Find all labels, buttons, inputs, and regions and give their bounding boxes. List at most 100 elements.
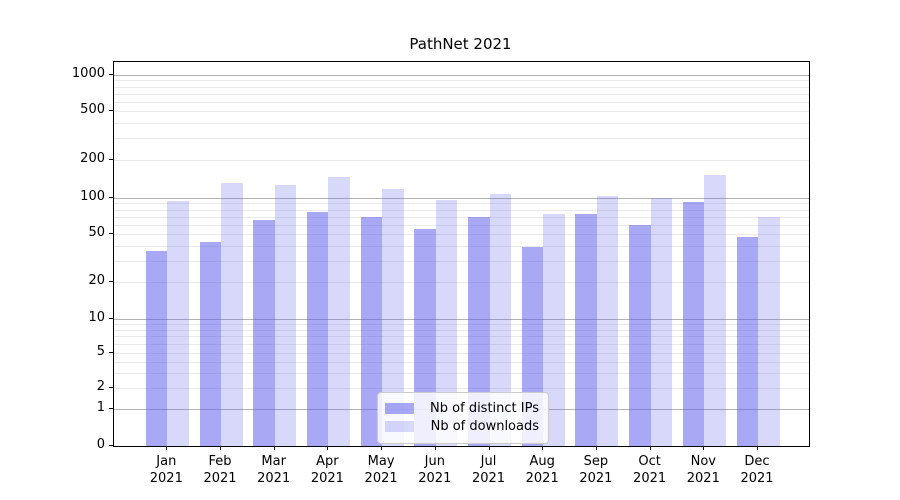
x-tick-month: Aug: [529, 454, 555, 469]
x-tick-year: 2021: [149, 471, 183, 486]
gridline-minor: [114, 225, 809, 226]
gridline-minor: [114, 362, 809, 363]
x-tick-label: Feb 2021: [192, 453, 248, 487]
x-tick-month: Jun: [424, 454, 445, 469]
gridline-minor: [114, 373, 809, 374]
y-tick-label: 200: [80, 151, 105, 166]
bar-downloads-aug: [543, 214, 565, 446]
bar-downloads-sep: [596, 195, 619, 446]
bar-downloads-may: [382, 188, 404, 446]
x-tick-label: Jul 2021: [461, 453, 517, 487]
bar-distinct-ips-oct: [629, 224, 651, 446]
x-tick-label: Jan 2021: [138, 453, 194, 487]
x-tick-month: Dec: [744, 454, 770, 469]
bar-distinct-ips-nov: [682, 201, 705, 446]
x-tick-year: 2021: [418, 471, 452, 486]
y-tick-label: 10: [88, 310, 105, 325]
x-tick-month: Sep: [583, 454, 609, 469]
x-tick-month: Nov: [690, 454, 716, 469]
x-tick-month: Jul: [480, 454, 497, 469]
gridline-major: [114, 75, 809, 76]
x-tick-month: Oct: [638, 454, 661, 469]
gridline-major: [114, 319, 809, 320]
x-tick-month: Feb: [208, 454, 232, 469]
bar-downloads-jan: [167, 200, 189, 446]
y-tick-label: 0: [96, 437, 105, 452]
x-tick-label: Nov 2021: [675, 453, 731, 487]
y-tick-label: 2: [96, 379, 105, 394]
x-tick-month: May: [367, 454, 395, 469]
bar-downloads-jul: [489, 193, 511, 446]
x-tick-label: Jun 2021: [407, 453, 463, 487]
gridline-minor: [114, 344, 809, 345]
gridline-minor: [114, 94, 809, 95]
gridline-minor: [114, 353, 809, 354]
legend-swatch-downloads: [385, 421, 414, 432]
x-tick-label: Apr 2021: [299, 453, 355, 487]
y-tick-label: 20: [88, 273, 105, 288]
legend-item-distinct-ips: Nb of distinct IPs: [385, 400, 539, 417]
gridline-minor: [114, 111, 809, 112]
bar-distinct-ips-jun: [414, 229, 436, 446]
bar-downloads-mar: [274, 185, 297, 446]
legend-swatch-distinct-ips: [385, 403, 414, 414]
y-tick-label: 5: [96, 344, 105, 359]
x-tick-year: 2021: [633, 471, 667, 486]
gridline-minor: [114, 388, 809, 389]
x-tick-label: Aug 2021: [514, 453, 570, 487]
bar-downloads-oct: [650, 197, 673, 446]
bar-distinct-ips-jan: [145, 251, 168, 446]
y-tick-label: 1000: [71, 66, 105, 81]
x-tick-year: 2021: [364, 471, 398, 486]
bar-distinct-ips-mar: [253, 220, 275, 446]
x-tick-month: Jan: [156, 454, 177, 469]
bar-downloads-apr: [328, 176, 350, 446]
x-tick-year: 2021: [471, 471, 506, 486]
x-tick-month: Apr: [316, 454, 339, 469]
gridline-minor: [114, 246, 809, 247]
gridline-minor: [114, 210, 809, 211]
bar-distinct-ips-dec: [736, 237, 758, 446]
gridline-minor: [114, 203, 809, 204]
x-tick-year: 2021: [525, 471, 559, 486]
gridline-minor: [114, 324, 809, 325]
bar-distinct-ips-jul: [468, 216, 490, 446]
gridline-minor: [114, 336, 809, 337]
gridline-minor: [114, 234, 809, 235]
bar-distinct-ips-may: [360, 216, 383, 446]
gridline-minor: [114, 330, 809, 331]
y-tick-label: 1: [96, 400, 105, 415]
x-tick-label: Sep 2021: [568, 453, 624, 487]
bar-downloads-feb: [221, 183, 243, 446]
bar-distinct-ips-feb: [199, 241, 221, 446]
gridline-minor: [114, 87, 809, 88]
bar-downloads-nov: [704, 175, 726, 446]
gridline-minor: [114, 138, 809, 139]
x-tick-label: May 2021: [353, 453, 409, 487]
legend-item-downloads: Nb of downloads: [385, 418, 539, 435]
y-tick-label: 50: [88, 225, 105, 240]
chart-title: PathNet 2021: [409, 35, 512, 53]
x-tick-month: Mar: [261, 454, 286, 469]
x-tick-year: 2021: [579, 471, 613, 486]
gridline-minor: [114, 217, 809, 218]
legend-label-distinct-ips: Nb of distinct IPs: [430, 401, 539, 416]
x-tick-year: 2021: [203, 471, 237, 486]
x-tick-year: 2021: [740, 471, 774, 486]
legend-label-downloads: Nb of downloads: [430, 419, 539, 434]
gridline-minor: [114, 282, 809, 283]
x-tick-year: 2021: [310, 471, 344, 486]
plot-area: Nb of distinct IPs Nb of downloads: [113, 61, 810, 447]
x-tick-label: Mar 2021: [246, 453, 302, 487]
x-tick-year: 2021: [257, 471, 291, 486]
x-tick-label: Dec 2021: [729, 453, 785, 487]
legend: Nb of distinct IPs Nb of downloads: [377, 392, 549, 444]
bar-downloads-jun: [435, 199, 458, 446]
gridline-minor: [114, 160, 809, 161]
gridline-minor: [114, 261, 809, 262]
y-tick-label: 100: [80, 189, 105, 204]
y-tick-label: 500: [80, 102, 105, 117]
x-tick-year: 2021: [686, 471, 720, 486]
gridline-minor: [114, 80, 809, 81]
